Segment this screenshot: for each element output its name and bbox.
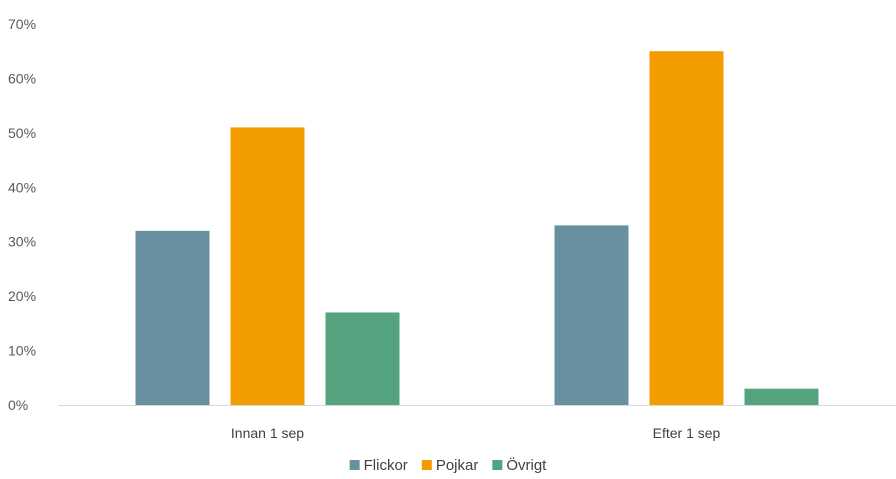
y-tick-label: 50% <box>8 125 36 141</box>
y-tick-label: 60% <box>8 70 36 86</box>
legend-swatch <box>492 460 503 470</box>
y-tick-label: 40% <box>8 179 36 195</box>
bars <box>135 51 819 406</box>
legend-label: Flickor <box>364 457 408 474</box>
y-tick-label: 70% <box>8 16 36 32</box>
legend-item: Övrigt <box>492 456 547 474</box>
legend: Flickor Pojkar Övrigt <box>349 456 547 474</box>
bar-flickor-1 <box>554 225 629 405</box>
bar-flickor-0 <box>135 230 210 405</box>
bar--vrigt-1 <box>744 388 819 405</box>
x-axis-category-labels: Innan 1 sep Efter 1 sep <box>231 425 721 441</box>
legend-swatch <box>421 460 432 470</box>
bar-pojkar-0 <box>230 127 305 406</box>
y-tick-label: 10% <box>8 343 36 359</box>
x-category-label: Innan 1 sep <box>231 425 304 441</box>
y-tick-label: 30% <box>8 234 36 250</box>
legend-label: Övrigt <box>506 456 547 474</box>
legend-item: Pojkar <box>421 457 479 474</box>
y-axis-tick-labels: 0% 10% 20% 30% 40% 50% 60% 70% <box>8 16 36 413</box>
y-tick-label: 20% <box>8 288 36 304</box>
bar-pojkar-1 <box>649 51 724 405</box>
legend-label: Pojkar <box>436 457 479 474</box>
legend-item: Flickor <box>349 457 408 474</box>
x-category-label: Efter 1 sep <box>653 425 721 441</box>
bar--vrigt-0 <box>325 312 400 405</box>
legend-swatch <box>349 460 360 470</box>
y-tick-label: 0% <box>8 397 28 413</box>
